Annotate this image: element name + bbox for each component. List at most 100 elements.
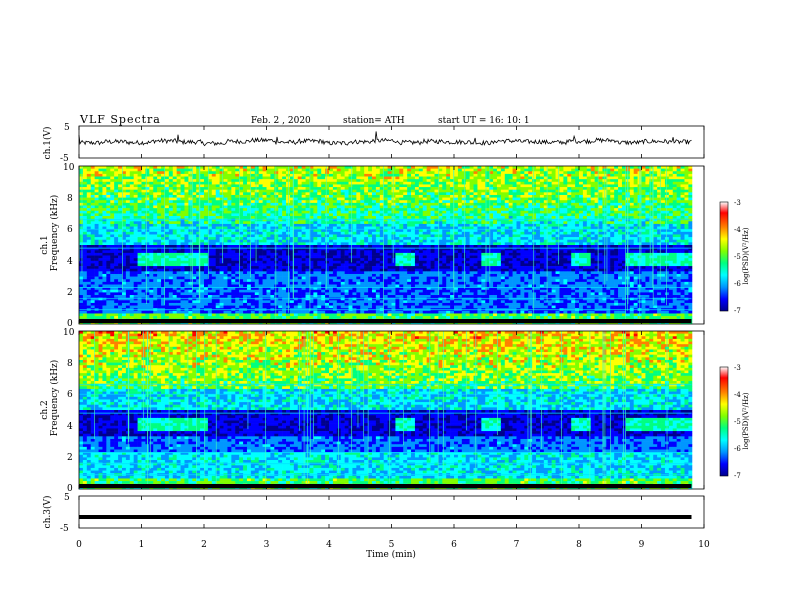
spectrogram-cell (360, 181, 365, 185)
spectrogram-cell (286, 171, 291, 175)
spectrogram-cell (700, 189, 705, 193)
spectrogram-cell (114, 181, 119, 185)
spectrogram-cell (305, 192, 310, 196)
spectrogram-cell (196, 210, 201, 214)
spectrogram-cell (430, 231, 435, 235)
spectrogram-cell (258, 189, 263, 193)
spectrogram-cell (450, 166, 455, 169)
spectrogram-cell (336, 187, 342, 190)
spectrogram-cell (180, 200, 185, 204)
spectrogram-cell (579, 173, 584, 177)
spectrogram-cell (520, 184, 525, 188)
spectrogram-cell (586, 231, 592, 235)
spectrogram-cell (207, 168, 213, 172)
spectrogram-cell (399, 237, 404, 241)
spectrogram-cell (532, 173, 537, 177)
spectrogram-cell (329, 221, 334, 225)
spectrogram-cell (329, 223, 334, 227)
spectrogram-cell (575, 187, 580, 190)
spectrogram-cell (539, 205, 545, 209)
spectrogram-cell (176, 171, 181, 175)
spectrogram-cell (274, 213, 279, 217)
spectrogram-cell (520, 179, 525, 183)
spectrogram-cell (270, 205, 275, 209)
spectrogram-cell (493, 216, 498, 219)
spectrogram-cell (418, 187, 424, 190)
spectrogram-cell (106, 239, 111, 243)
spectrogram-cell (668, 208, 674, 212)
spectrogram-cell (590, 184, 595, 188)
spectrogram-cell (352, 245, 357, 248)
spectrogram-cell (227, 208, 232, 212)
spectrogram-cell (586, 210, 592, 214)
spectrogram-cell (270, 176, 275, 180)
spectrogram-cell (582, 245, 588, 248)
spectrogram-cell (493, 176, 498, 180)
spectrogram-cell (192, 229, 197, 233)
spectrogram-cell (543, 242, 549, 246)
spectrogram-cell (450, 187, 455, 190)
spectrogram-cell (418, 192, 424, 196)
spectrogram-cell (481, 231, 486, 235)
spectrogram-cell (532, 168, 537, 172)
spectrogram-cell (676, 173, 681, 177)
spectrogram-cell (582, 192, 588, 196)
spectrogram-cell (161, 221, 166, 225)
spectrogram-cell (512, 245, 517, 248)
spectrogram-cell (371, 171, 377, 175)
spectrogram-cell (200, 205, 205, 209)
spectrogram-cell (176, 247, 181, 251)
spectrogram-cell (297, 237, 302, 241)
spectrogram-cell (395, 187, 400, 190)
spectrogram-cell (465, 200, 470, 204)
spectrogram-cell (82, 237, 88, 241)
spectrogram-cell (653, 223, 658, 227)
spectrogram-cell (633, 197, 638, 201)
spectrogram-cell (86, 223, 92, 227)
spectrogram-cell (469, 231, 474, 235)
spectrogram-cell (246, 245, 252, 248)
spectrogram-cell (329, 192, 334, 196)
spectrogram-cell (246, 184, 252, 188)
spectrogram-cell (305, 208, 310, 212)
spectrogram-cell (668, 189, 674, 193)
spectrogram-cell (496, 205, 502, 209)
spectrogram-cell (211, 173, 217, 177)
spectrogram-cell (375, 231, 381, 235)
spectrogram-cell (547, 192, 552, 196)
spectrogram-cell (102, 187, 107, 190)
spectrogram-cell (688, 223, 693, 227)
spectrogram-cell (102, 237, 107, 241)
spectrogram-cell (547, 208, 552, 212)
spectrogram-cell (430, 221, 435, 225)
spectrogram-cell (118, 216, 123, 219)
spectrogram-cell (161, 239, 166, 243)
spectrogram-cell (141, 229, 146, 233)
spectrogram-cell (543, 176, 549, 180)
spectrogram-cell (192, 234, 197, 238)
spectrogram-cell (414, 208, 420, 212)
spectrogram-cell (633, 187, 638, 190)
spectrogram-cell (418, 218, 424, 222)
spectrogram-cell (547, 194, 552, 198)
spectrogram-cell (231, 229, 236, 233)
spectrogram-cell (188, 237, 193, 241)
spectrogram-cell (496, 171, 502, 175)
spectrogram-cell (121, 192, 127, 196)
spectrogram-cell (340, 239, 345, 243)
spectrogram-cell (207, 200, 213, 204)
spectrogram-cell (145, 216, 150, 219)
spectrogram-cell (696, 237, 701, 241)
spectrogram-cell (188, 218, 193, 222)
spectrogram-cell (215, 216, 220, 219)
spectrogram-cell (360, 221, 365, 225)
spectrogram-cell (461, 181, 467, 185)
spectrogram-cell (473, 181, 478, 185)
spectrogram-cell (559, 239, 564, 243)
spectrogram-cell (293, 187, 299, 190)
spectrogram-cell (512, 231, 517, 235)
spectrogram-cell (399, 166, 404, 169)
spectrogram-cell (278, 171, 283, 175)
spectrogram-cell (489, 189, 494, 193)
spectrogram-cell (567, 200, 572, 204)
